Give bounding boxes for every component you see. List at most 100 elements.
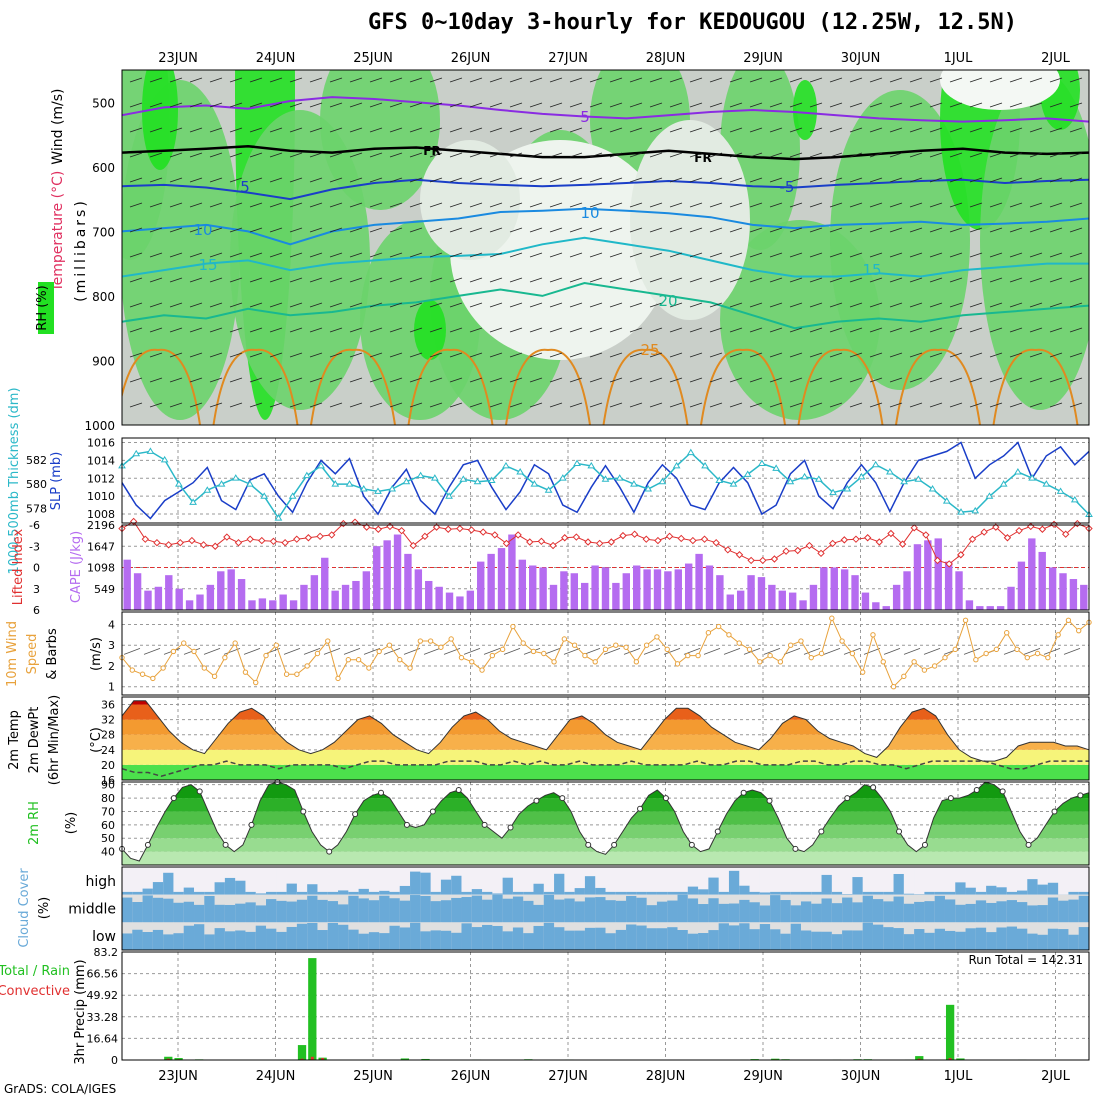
wind-point	[757, 659, 763, 665]
wind-barb	[703, 648, 721, 655]
cloud-bar	[1078, 927, 1090, 950]
cloud-bar	[1037, 905, 1049, 923]
cloud-bar	[739, 923, 751, 950]
li-point	[642, 535, 650, 543]
wind-barb	[209, 77, 223, 83]
wind-barb	[469, 102, 483, 108]
thickness-point	[715, 476, 724, 483]
cloud-bar	[646, 928, 658, 950]
cloud-cell-bg	[811, 867, 823, 895]
cloud-bar	[296, 899, 308, 923]
cloud-bar	[656, 928, 668, 950]
wind-barb	[549, 352, 563, 358]
li-point	[700, 535, 709, 543]
wind-barb	[889, 252, 903, 258]
li-point	[677, 534, 685, 543]
cloud-bar	[800, 930, 812, 950]
li-point	[526, 538, 534, 546]
thickness-point	[430, 474, 439, 481]
wind-point	[438, 644, 444, 650]
cloud-bar	[564, 930, 576, 950]
wind-barb	[823, 648, 841, 655]
cloud-bar	[296, 923, 308, 950]
wind-barb	[429, 152, 443, 158]
wind-barb	[1069, 202, 1083, 208]
thickness-tick: 580	[26, 478, 47, 491]
wind-barb	[1069, 352, 1083, 358]
wind-barb	[189, 177, 203, 183]
cloud-bar	[728, 925, 740, 950]
li-point	[910, 524, 918, 532]
wind-point	[942, 654, 948, 661]
wind-barb	[349, 327, 363, 333]
cape-bar	[539, 567, 547, 610]
wind-barb	[529, 252, 543, 258]
cloud-bar	[1068, 899, 1080, 923]
cloud-bar	[1027, 933, 1039, 950]
wind-point	[973, 657, 979, 663]
wind-barb	[369, 352, 383, 358]
li-point	[374, 525, 383, 533]
wind-barb	[749, 177, 763, 183]
cloud-bar	[152, 929, 164, 950]
cloud-bar	[461, 923, 473, 950]
wind-barb	[929, 402, 943, 408]
wind-point	[294, 671, 300, 677]
wind-barb	[689, 252, 703, 258]
cloud-bar	[626, 891, 637, 895]
wind-point	[983, 650, 989, 657]
thickness-point	[615, 474, 624, 481]
li-point	[328, 531, 336, 539]
wind-point	[345, 657, 352, 663]
wind-barb	[329, 177, 343, 183]
wind-barb	[969, 402, 983, 408]
wind-point	[510, 623, 516, 630]
wind-point	[571, 642, 578, 648]
wind-barb	[869, 327, 883, 333]
cloud-bar	[471, 889, 483, 895]
convective-bar	[948, 1058, 952, 1060]
rh-point	[637, 805, 644, 812]
cloud-bar	[718, 923, 730, 950]
wind-barb	[249, 127, 263, 133]
cape-bar	[778, 590, 786, 610]
thickness-point	[971, 506, 980, 514]
wind-barb	[249, 402, 263, 408]
wind-point	[150, 675, 156, 682]
wind-barb	[269, 102, 283, 108]
cloud-bar	[286, 901, 298, 923]
cloud-bar	[471, 927, 483, 950]
wind-barb	[129, 402, 143, 408]
thickness-point	[914, 475, 923, 482]
thickness-point	[189, 498, 197, 505]
wind-barb	[329, 252, 343, 258]
rh-region	[830, 90, 970, 390]
top-date-label: 2JUL	[1041, 51, 1071, 66]
cloud-cell-bg	[1037, 867, 1049, 895]
cloud-bar	[718, 903, 730, 923]
cloud-bar	[574, 930, 586, 950]
temp-tick: 20	[101, 759, 115, 772]
wind-barb	[149, 377, 163, 383]
wind-barb	[709, 177, 723, 183]
temp-tick: 28	[101, 729, 115, 742]
wind-point	[181, 640, 187, 646]
wind-barb	[529, 352, 543, 358]
wind-barb	[829, 302, 843, 308]
cloud-bar	[780, 933, 792, 950]
wind-barb	[829, 202, 843, 208]
bottom-date-label: 29JUN	[743, 1069, 783, 1084]
wind-point	[170, 648, 177, 655]
rh-region	[230, 110, 370, 410]
wind-barb	[549, 252, 563, 258]
wind-barb	[789, 127, 803, 133]
li-point	[957, 551, 965, 559]
wind-barb	[549, 177, 563, 183]
rh-band	[122, 851, 1089, 865]
cloud-bar	[523, 900, 534, 923]
wind-barb	[949, 377, 963, 383]
dry-region	[420, 140, 520, 260]
wind-barb	[469, 202, 483, 208]
temp-axis-label: 2m Temp	[7, 710, 22, 770]
cloud-cell-bg	[770, 867, 781, 895]
